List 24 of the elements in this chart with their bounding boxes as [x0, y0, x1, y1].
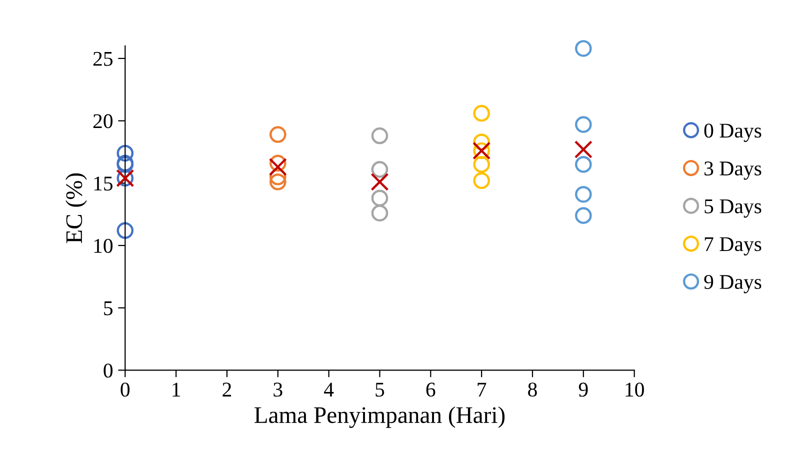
- y-tick-label: 10: [94, 238, 113, 253]
- x-tick-label: 10: [626, 382, 644, 397]
- y-tick-label: 5: [104, 301, 113, 316]
- legend-label: 0 Days: [704, 124, 762, 142]
- y-axis-title: EC (%): [66, 173, 87, 244]
- x-tick-label: 1: [172, 382, 180, 396]
- legend-label: 5 Days: [704, 199, 762, 218]
- y-tick-label: 15: [94, 176, 113, 191]
- x-tick-label: 0: [120, 382, 130, 397]
- x-tick-label: 6: [426, 382, 436, 397]
- x-tick-label: 8: [528, 382, 537, 397]
- x-axis-title: Lama Penyimpanan (Hari): [254, 406, 505, 428]
- x-tick-label: 2: [222, 382, 232, 396]
- legend-label: 7 Days: [704, 237, 762, 256]
- y-tick-label: 0: [104, 364, 113, 378]
- legend-label: 3 Days: [704, 162, 762, 180]
- x-tick-label: 3: [274, 382, 282, 397]
- x-tick-label: 5: [376, 382, 384, 397]
- legend-label: 9 Days: [704, 274, 762, 294]
- y-tick-label: 25: [93, 52, 113, 66]
- x-tick-label: 7: [478, 382, 486, 396]
- x-tick-label: 9: [578, 382, 588, 397]
- y-tick-label: 20: [93, 114, 113, 128]
- x-tick-label: 4: [324, 382, 334, 396]
